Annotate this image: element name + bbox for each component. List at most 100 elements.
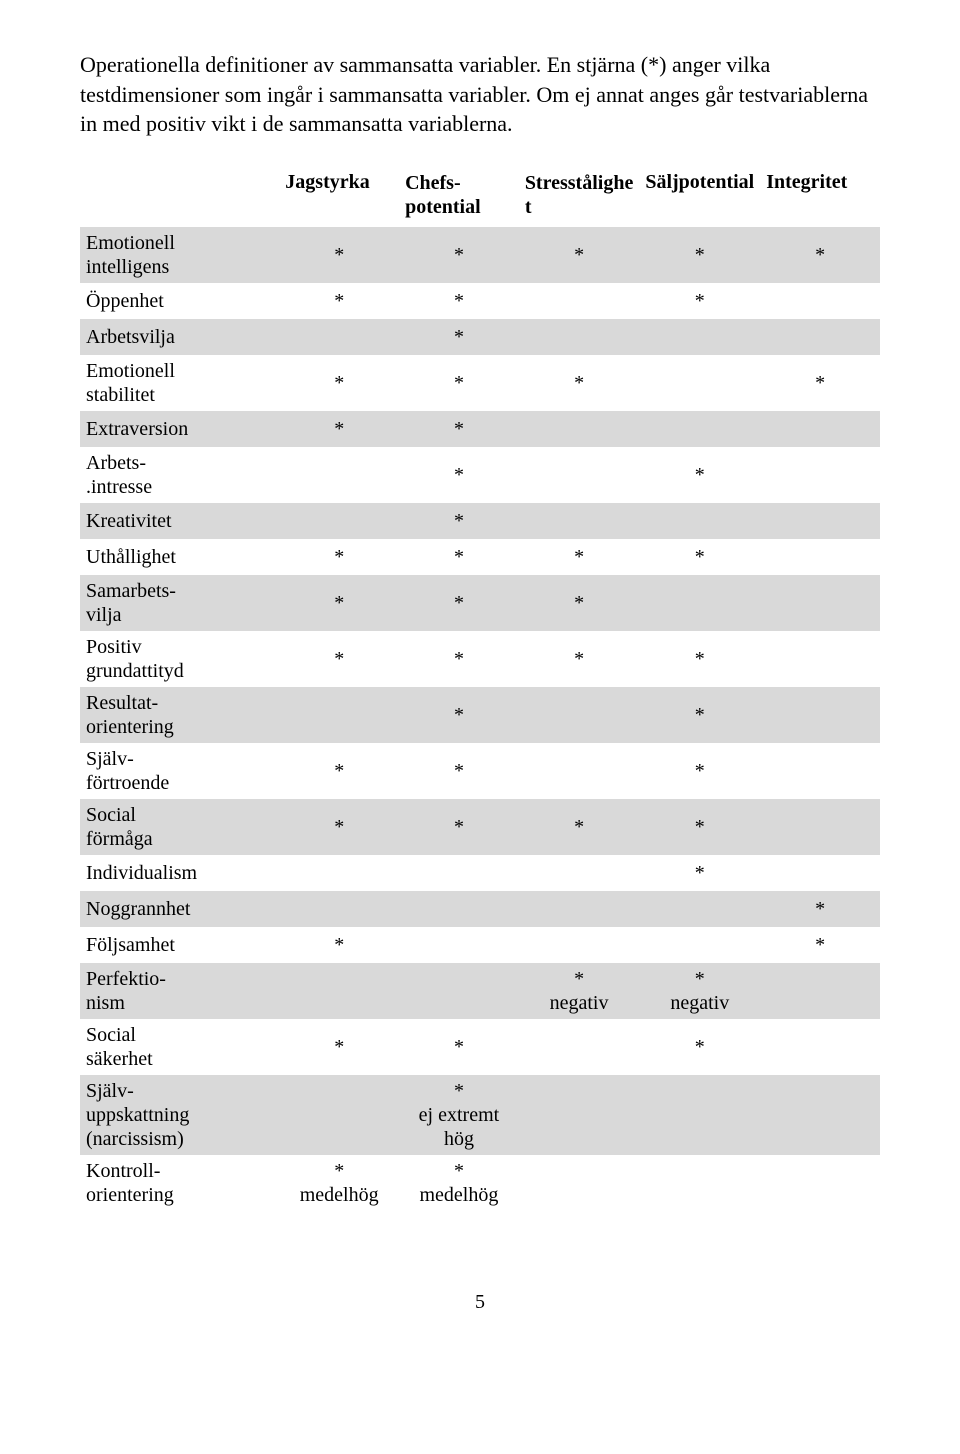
column-header: Säljpotential — [639, 169, 760, 227]
table-row: Extraversion** — [80, 411, 880, 447]
table-cell — [760, 631, 880, 687]
table-cell: * — [639, 227, 760, 283]
table-cell: * — [519, 631, 640, 687]
table-cell: * — [399, 687, 519, 743]
table-cell: * — [399, 503, 519, 539]
table-cell — [639, 503, 760, 539]
table-cell — [760, 963, 880, 1019]
row-label: Socialförmåga — [80, 799, 279, 855]
row-label: Noggrannhet — [80, 891, 279, 927]
intro-paragraph: Operationella definitioner av sammansatt… — [80, 50, 880, 139]
table-cell: * — [639, 855, 760, 891]
table-cell — [519, 447, 640, 503]
table-cell — [519, 319, 640, 355]
table-cell — [519, 927, 640, 963]
table-cell — [279, 687, 399, 743]
table-cell: * — [399, 743, 519, 799]
table-row: Följsamhet** — [80, 927, 880, 963]
table-cell — [639, 891, 760, 927]
table-cell — [519, 855, 640, 891]
row-label: Kreativitet — [80, 503, 279, 539]
row-label: Emotionellstabilitet — [80, 355, 279, 411]
table-cell — [760, 855, 880, 891]
table-cell: * — [279, 743, 399, 799]
table-cell: * — [519, 799, 640, 855]
table-row: Positivgrundattityd**** — [80, 631, 880, 687]
table-cell: * — [279, 631, 399, 687]
table-row: Emotionellstabilitet**** — [80, 355, 880, 411]
row-label: Uthållighet — [80, 539, 279, 575]
table-row: Resultat-orientering** — [80, 687, 880, 743]
column-header: Jagstyrka — [279, 169, 399, 227]
table-cell — [760, 743, 880, 799]
table-cell: * — [639, 447, 760, 503]
column-header: Chefs-potential — [399, 169, 519, 227]
definitions-table: JagstyrkaChefs-potentialStresstålighetSä… — [80, 169, 880, 1211]
table-cell — [279, 963, 399, 1019]
table-cell: * — [760, 891, 880, 927]
table-row: Arbetsvilja* — [80, 319, 880, 355]
table-cell: * — [760, 227, 880, 283]
table-cell: *negativ — [519, 963, 640, 1019]
table-cell: * — [639, 799, 760, 855]
page-number: 5 — [80, 1291, 880, 1314]
table-cell — [760, 575, 880, 631]
table-cell — [639, 927, 760, 963]
table-cell: * — [519, 355, 640, 411]
table-cell — [399, 891, 519, 927]
table-cell: * — [279, 411, 399, 447]
table-cell: * — [399, 227, 519, 283]
row-label: Extraversion — [80, 411, 279, 447]
table-cell: * — [399, 447, 519, 503]
row-label: Emotionellintelligens — [80, 227, 279, 283]
table-row: Själv-uppskattning(narcissism)*ej extrem… — [80, 1075, 880, 1155]
table-row: Noggrannhet * — [80, 891, 880, 927]
table-cell — [639, 355, 760, 411]
table-row: Arbets-.intresse * * — [80, 447, 880, 503]
table-cell — [399, 855, 519, 891]
table-row: Perfektio-nism*negativ*negativ — [80, 963, 880, 1019]
table-cell: * — [279, 539, 399, 575]
table-cell: * — [399, 283, 519, 319]
table-row: Själv-förtroende*** — [80, 743, 880, 799]
table-cell: * — [639, 631, 760, 687]
table-cell: * — [399, 1019, 519, 1075]
table-row: Socialförmåga**** — [80, 799, 880, 855]
table-cell — [760, 503, 880, 539]
table-cell — [519, 411, 640, 447]
table-cell: *medelhög — [279, 1155, 399, 1211]
table-cell: * — [279, 355, 399, 411]
table-cell — [760, 411, 880, 447]
column-header: Stresstålighet — [519, 169, 640, 227]
table-cell — [519, 1019, 640, 1075]
table-cell — [760, 539, 880, 575]
table-cell: * — [279, 1019, 399, 1075]
table-cell: *ej extremthög — [399, 1075, 519, 1155]
column-header: Integritet — [760, 169, 880, 227]
row-label: Positivgrundattityd — [80, 631, 279, 687]
table-cell: * — [399, 319, 519, 355]
table-cell — [399, 963, 519, 1019]
table-cell: * — [639, 1019, 760, 1075]
table-cell: * — [399, 631, 519, 687]
table-cell: *medelhög — [399, 1155, 519, 1211]
table-row: Kreativitet * — [80, 503, 880, 539]
table-row: Uthållighet**** — [80, 539, 880, 575]
row-label: Arbets-.intresse — [80, 447, 279, 503]
table-cell — [760, 283, 880, 319]
row-label: Samarbets-vilja — [80, 575, 279, 631]
table-cell — [639, 1075, 760, 1155]
table-cell: * — [519, 539, 640, 575]
table-cell: * — [519, 575, 640, 631]
table-cell — [279, 319, 399, 355]
table-cell — [279, 891, 399, 927]
table-cell — [639, 1155, 760, 1211]
table-row: Emotionellintelligens***** — [80, 227, 880, 283]
table-cell — [519, 891, 640, 927]
table-cell — [760, 799, 880, 855]
row-label: Kontroll-orientering — [80, 1155, 279, 1211]
table-cell — [279, 1075, 399, 1155]
table-cell: * — [279, 575, 399, 631]
table-row: Individualism* — [80, 855, 880, 891]
table-cell: * — [760, 355, 880, 411]
